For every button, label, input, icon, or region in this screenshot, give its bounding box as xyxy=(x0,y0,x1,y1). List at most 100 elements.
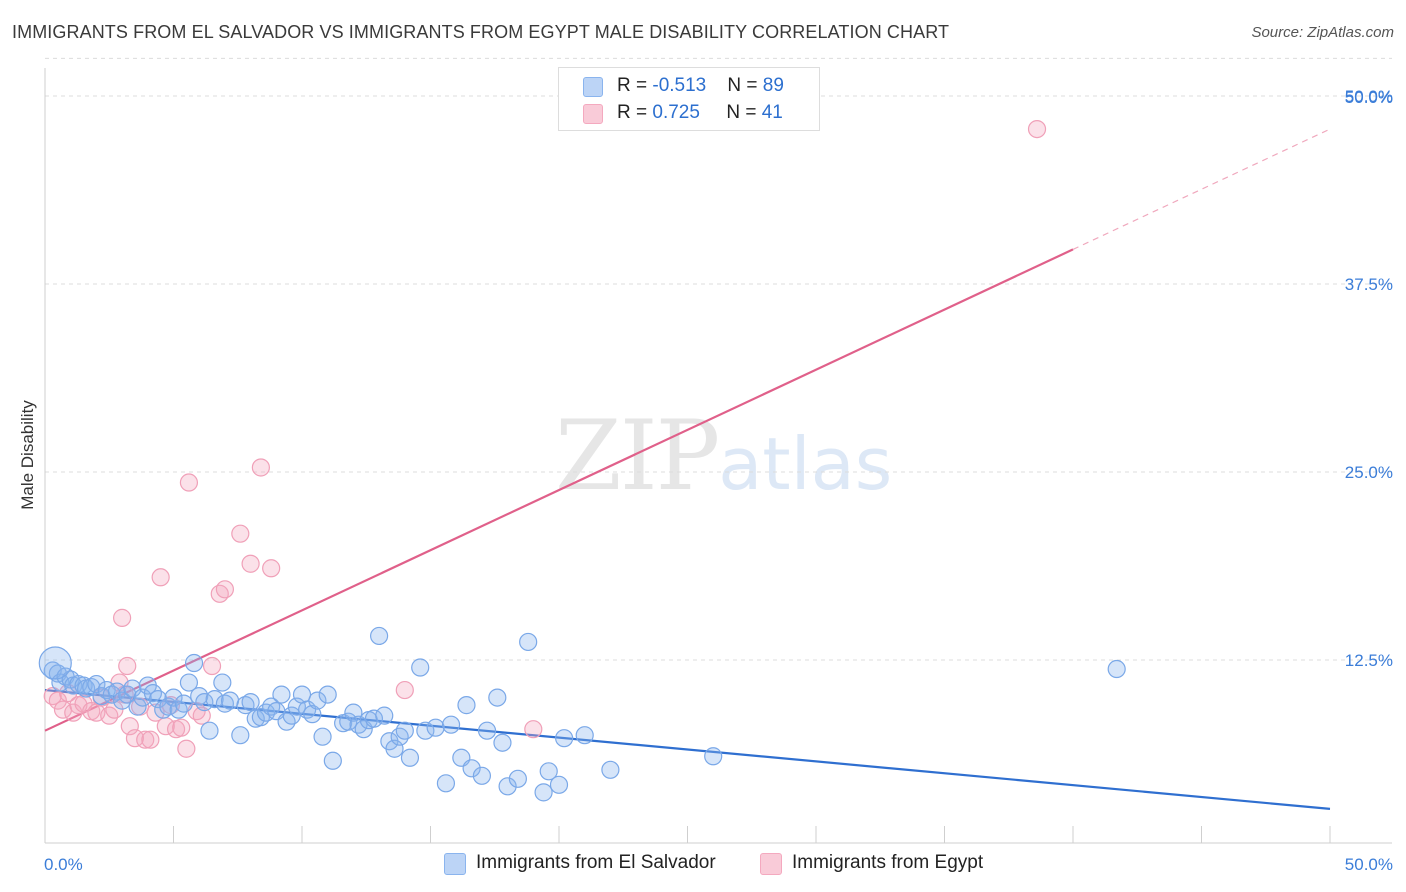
el-salvador-point xyxy=(519,632,538,652)
el-salvador-point xyxy=(488,688,507,707)
el-salvador-point xyxy=(1107,659,1126,679)
el-salvador-point xyxy=(123,679,142,698)
x-tick-label: 50.0% xyxy=(1345,855,1393,874)
el-salvador-point xyxy=(539,762,558,781)
egypt-point xyxy=(172,718,191,737)
el-salvador-point xyxy=(385,739,404,758)
el-salvador-point xyxy=(200,721,219,740)
egypt-point xyxy=(151,568,170,587)
legend-n-value: 41 xyxy=(761,102,783,123)
egypt-point xyxy=(48,691,67,710)
el-salvador-point xyxy=(38,646,72,680)
el-salvador-point xyxy=(102,685,121,704)
el-salvador-point xyxy=(220,691,240,710)
egypt-point xyxy=(395,680,414,700)
el-salvador-point xyxy=(154,700,173,719)
el-salvador-point xyxy=(549,775,569,794)
el-salvador-point xyxy=(395,721,414,740)
egypt-point xyxy=(118,656,137,676)
egypt-point xyxy=(136,730,155,749)
el-salvador-swatch xyxy=(444,853,466,875)
trendlines xyxy=(44,128,1331,810)
egypt-point xyxy=(251,458,270,477)
el-salvador-point xyxy=(364,709,384,728)
el-salvador-point xyxy=(164,688,183,707)
egypt-points xyxy=(43,119,1047,758)
bottom-legend-label: Immigrants from El Salvador xyxy=(476,852,716,873)
el-salvador-point xyxy=(184,653,204,673)
el-salvador-point xyxy=(308,691,327,710)
watermark-zip: ZIP xyxy=(555,400,720,512)
el-salvador-points xyxy=(38,626,1126,802)
el-salvador-point xyxy=(493,733,512,752)
el-salvador-point xyxy=(426,718,445,737)
el-salvador-point xyxy=(87,674,106,694)
x-tick-label: 0.0% xyxy=(44,855,83,874)
y-tick-label: 50.0% xyxy=(1345,88,1393,107)
el-salvador-swatch xyxy=(583,77,603,97)
axes xyxy=(44,68,1392,844)
el-salvador-point xyxy=(339,712,358,731)
egypt-trendline-extension xyxy=(1072,128,1331,250)
el-salvador-point xyxy=(375,706,394,725)
legend-n-label: N = xyxy=(727,75,763,96)
el-salvador-point xyxy=(400,748,420,767)
el-salvador-point xyxy=(282,706,301,725)
tick-labels: 12.5%25.0%37.5%50.0%50.0%0.0% 50.0% xyxy=(44,87,1393,874)
egypt-point xyxy=(524,720,543,739)
el-salvador-point xyxy=(159,697,178,716)
legend-r-label: R = xyxy=(617,102,653,123)
legend-r-value: 0.725 xyxy=(652,102,700,123)
el-salvador-point xyxy=(195,693,214,712)
el-salvador-point xyxy=(704,747,723,766)
egypt-point xyxy=(112,608,132,627)
el-salvador-point xyxy=(457,696,476,715)
egypt-swatch xyxy=(583,104,603,124)
egypt-point xyxy=(177,739,196,758)
legend-n-label: N = xyxy=(726,102,762,123)
el-salvador-point xyxy=(236,696,255,715)
el-salvador-point xyxy=(213,673,232,692)
egypt-point xyxy=(215,580,234,599)
y-tick-label: 37.5% xyxy=(1345,275,1393,294)
el-salvador-point xyxy=(313,727,332,746)
el-salvador-point xyxy=(477,721,497,740)
egypt-point xyxy=(141,730,160,749)
el-salvador-point xyxy=(292,685,312,704)
el-salvador-point xyxy=(555,729,574,748)
el-salvador-point xyxy=(287,697,306,716)
el-salvador-point xyxy=(272,685,291,704)
el-salvador-trendline xyxy=(44,688,1331,810)
el-salvador-point xyxy=(472,766,491,785)
el-salvador-point xyxy=(303,705,322,724)
egypt-swatch xyxy=(760,853,782,875)
el-salvador-point xyxy=(462,759,481,778)
y-tick-label: 12.5% xyxy=(1345,651,1393,670)
el-salvador-point xyxy=(107,682,127,701)
el-salvador-point xyxy=(416,721,435,740)
el-salvador-point xyxy=(534,783,553,802)
watermark: ZIPatlas xyxy=(555,400,892,512)
el-salvador-point xyxy=(323,751,342,770)
el-salvador-point xyxy=(128,697,147,716)
el-salvador-point xyxy=(601,760,620,779)
bottom-legend-label: Immigrants from Egypt xyxy=(792,852,984,873)
el-salvador-point xyxy=(148,690,168,709)
egypt-point xyxy=(1027,119,1047,139)
y-tick-label: 50.0% xyxy=(1345,87,1393,106)
el-salvador-point xyxy=(436,774,456,793)
legend-n-value: 89 xyxy=(762,75,784,96)
egypt-point xyxy=(202,656,222,676)
egypt-point xyxy=(231,524,250,543)
egypt-trendline xyxy=(44,248,1074,732)
egypt-point xyxy=(120,717,139,736)
chart-title: IMMIGRANTS FROM EL SALVADOR VS IMMIGRANT… xyxy=(12,22,950,42)
y-tick-label: 25.0% xyxy=(1345,463,1393,482)
egypt-point xyxy=(241,554,260,573)
egypt-point xyxy=(262,559,281,578)
el-salvador-point xyxy=(133,688,152,707)
el-salvador-point xyxy=(508,769,527,788)
egypt-point xyxy=(179,473,199,492)
el-salvador-point xyxy=(441,715,461,734)
